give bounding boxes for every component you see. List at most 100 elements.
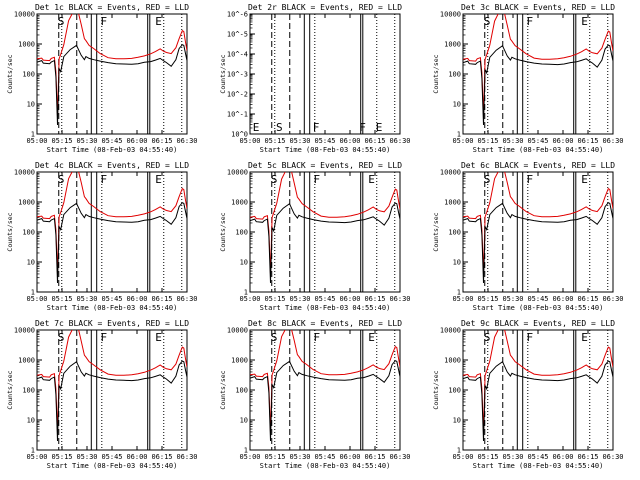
y-tick-label: 1 — [457, 447, 461, 455]
y-axis-label: Counts/sec — [219, 212, 227, 251]
x-tick-label: 05:45 — [314, 295, 335, 303]
flag-marker: S — [271, 173, 278, 186]
flag-marker: E — [155, 15, 162, 28]
y-tick-label: 10^-1 — [227, 111, 248, 119]
detector-panel: Det 7c BLACK = Events, RED = LLD 05:00 05:… — [6, 319, 198, 470]
y-axis-label: Counts/sec — [432, 370, 440, 409]
flag-marker: E — [368, 331, 375, 344]
y-tick-label: 10000 — [227, 169, 248, 177]
flag-marker: S — [276, 121, 283, 134]
flag-marker: F — [526, 173, 533, 186]
y-axis-label: Counts/sec — [219, 54, 227, 93]
x-tick-label: 06:30 — [602, 137, 623, 145]
x-tick-label: 05:30 — [502, 295, 523, 303]
detector-panel: Det 4c BLACK = Events, RED = LLD 05:00 05:… — [6, 161, 198, 312]
x-tick-label: 06:15 — [364, 453, 385, 461]
flag-marker: E — [155, 331, 162, 344]
flag-marker: F — [100, 15, 107, 28]
flag-marker: F — [100, 331, 107, 344]
panel-title: Det 7c BLACK = Events, RED = LLD — [35, 319, 189, 328]
flag-marker: S — [484, 15, 491, 28]
x-axis-label: Start Time (08-Feb-03 04:55:40) — [260, 146, 391, 154]
y-tick-label: 10 — [240, 259, 248, 267]
x-axis-label: Start Time (08-Feb-03 04:55:40) — [260, 304, 391, 312]
x-tick-label: 06:15 — [364, 295, 385, 303]
flag-marker: F — [359, 121, 366, 134]
panel-title: Det 3c BLACK = Events, RED = LLD — [461, 3, 615, 12]
x-tick-label: 05:15 — [51, 137, 72, 145]
x-tick-label: 06:30 — [389, 453, 410, 461]
y-tick-label: 1 — [31, 289, 35, 297]
x-tick-label: 05:45 — [527, 137, 548, 145]
events-series-line — [37, 360, 187, 442]
x-tick-label: 05:15 — [477, 453, 498, 461]
y-tick-label: 100 — [22, 387, 35, 395]
x-axis-label: Start Time (08-Feb-03 04:55:40) — [473, 462, 604, 470]
x-tick-label: 05:15 — [51, 453, 72, 461]
y-tick-label: 1000 — [444, 199, 461, 207]
panel-title: Det 2r BLACK = Events, RED = LLD — [248, 3, 402, 12]
y-tick-label: 100 — [448, 387, 461, 395]
y-tick-label: 100 — [448, 229, 461, 237]
x-tick-label: 05:30 — [76, 453, 97, 461]
x-tick-label: 05:15 — [477, 295, 498, 303]
x-axis-label: Start Time (08-Feb-03 04:55:40) — [47, 304, 178, 312]
y-tick-label: 100 — [22, 71, 35, 79]
flag-marker: S — [58, 331, 65, 344]
x-tick-label: 06:00 — [339, 453, 360, 461]
x-tick-label: 05:30 — [289, 137, 310, 145]
y-tick-label: 100 — [448, 71, 461, 79]
y-tick-label: 1 — [31, 447, 35, 455]
flag-marker: E — [581, 173, 588, 186]
flag-marker: E — [368, 173, 375, 186]
y-axis-label: Counts/sec — [6, 212, 14, 251]
events-series-line — [250, 360, 400, 442]
y-tick-label: 1 — [457, 131, 461, 139]
x-axis-label: Start Time (08-Feb-03 04:55:40) — [260, 462, 391, 470]
flag-marker: F — [526, 331, 533, 344]
plot-frame — [249, 171, 401, 293]
events-series-line — [463, 202, 613, 284]
x-tick-label: 05:30 — [289, 453, 310, 461]
x-tick-label: 06:30 — [176, 137, 197, 145]
x-tick-label: 06:15 — [577, 137, 598, 145]
x-tick-label: 06:00 — [126, 295, 147, 303]
x-tick-label: 06:30 — [602, 453, 623, 461]
y-tick-label: 10000 — [227, 327, 248, 335]
y-tick-label: 1 — [457, 289, 461, 297]
y-tick-label: 1000 — [444, 357, 461, 365]
detector-panel: Det 6c BLACK = Events, RED = LLD 05:00 05:… — [432, 161, 624, 312]
y-tick-label: 10^0 — [231, 131, 248, 139]
y-tick-label: 10^-2 — [227, 91, 248, 99]
x-tick-label: 05:45 — [101, 295, 122, 303]
flag-marker: E — [376, 121, 383, 134]
y-tick-label: 10 — [453, 417, 461, 425]
panel-title: Det 8c BLACK = Events, RED = LLD — [248, 319, 402, 328]
y-tick-label: 10 — [240, 417, 248, 425]
x-tick-label: 05:00 — [239, 137, 260, 145]
x-tick-label: 06:15 — [151, 295, 172, 303]
y-tick-label: 10000 — [440, 169, 461, 177]
x-tick-label: 05:30 — [502, 137, 523, 145]
x-tick-label: 05:00 — [452, 295, 473, 303]
x-tick-label: 06:00 — [126, 137, 147, 145]
y-tick-label: 10^-5 — [227, 31, 248, 39]
panel-title: Det 4c BLACK = Events, RED = LLD — [35, 161, 189, 170]
plot-frame — [36, 13, 188, 135]
y-tick-label: 100 — [235, 229, 248, 237]
flag-marker: E — [581, 15, 588, 28]
x-tick-label: 05:15 — [264, 137, 285, 145]
detector-panel: Det 1c BLACK = Events, RED = LLD 05:00 05:… — [6, 3, 198, 154]
plot-frame — [249, 329, 401, 451]
events-series-line — [250, 202, 400, 284]
panel-title: Det 6c BLACK = Events, RED = LLD — [461, 161, 615, 170]
x-axis-label: Start Time (08-Feb-03 04:55:40) — [473, 146, 604, 154]
x-tick-label: 06:15 — [577, 453, 598, 461]
y-axis-label: Counts/sec — [6, 370, 14, 409]
x-tick-label: 05:00 — [239, 453, 260, 461]
detector-panel: Det 8c BLACK = Events, RED = LLD 05:00 05:… — [219, 319, 411, 470]
x-tick-label: 05:00 — [26, 137, 47, 145]
x-tick-label: 05:15 — [477, 137, 498, 145]
plot-frame — [36, 171, 188, 293]
